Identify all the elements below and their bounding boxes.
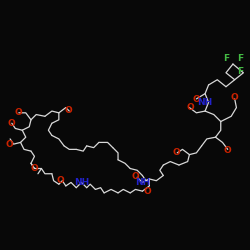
Text: O: O	[65, 106, 72, 115]
Text: O: O	[30, 164, 38, 173]
Text: NH: NH	[197, 98, 212, 106]
Text: F: F	[237, 67, 243, 76]
Text: O: O	[192, 95, 200, 104]
Text: O: O	[172, 148, 180, 157]
Text: F: F	[237, 54, 243, 63]
Text: O: O	[132, 172, 139, 181]
Text: O: O	[231, 93, 238, 102]
Text: O: O	[56, 176, 64, 185]
Text: O: O	[8, 119, 15, 128]
Text: F: F	[223, 54, 229, 63]
Text: O: O	[186, 103, 194, 112]
Text: O: O	[6, 140, 13, 149]
Text: NH: NH	[135, 178, 150, 187]
Text: O: O	[15, 108, 23, 116]
Text: O: O	[144, 187, 152, 196]
Text: NH: NH	[74, 178, 89, 187]
Text: O: O	[223, 146, 231, 154]
